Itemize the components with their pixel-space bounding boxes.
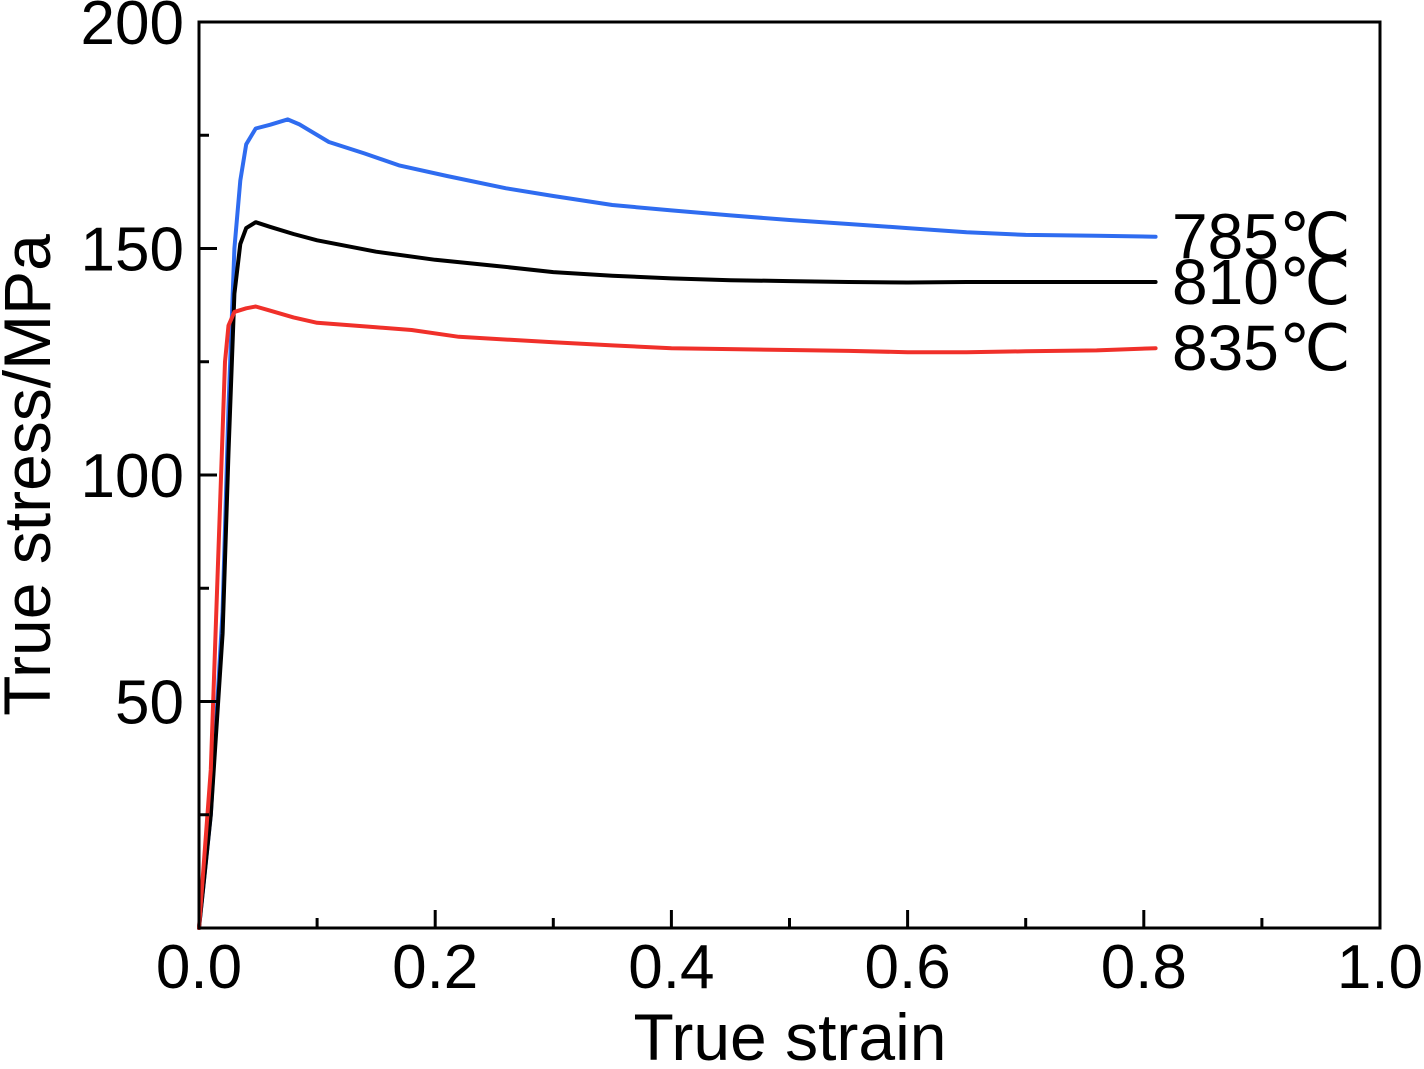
- x-tick-label: 0.0: [156, 933, 242, 1002]
- labels-layer: 0.0 0.2 0.4 0.6 0.8 1.0 50 100 150 200 785℃810℃835…: [81, 0, 1424, 1002]
- series-line: [197, 117, 1158, 930]
- x-tick-label: 0.6: [864, 933, 950, 1002]
- y-tick-label: 100: [81, 442, 184, 511]
- x-tick-label: 1.0: [1337, 933, 1423, 1002]
- x-tick-label: 0.2: [392, 933, 478, 1002]
- y-tick-label: 200: [81, 0, 184, 58]
- x-tick-label: 0.4: [628, 933, 714, 1002]
- x-axis-title: True strain: [634, 1000, 947, 1064]
- plot-frame: [197, 20, 1382, 930]
- y-tick-label: 150: [81, 216, 184, 285]
- series-line: [197, 220, 1158, 930]
- x-tick-label: 0.8: [1101, 933, 1187, 1002]
- series-label: 785℃: [1172, 201, 1351, 273]
- y-tick-label: 50: [115, 669, 184, 738]
- y-axis-title: True stress/MPa: [0, 234, 64, 716]
- marks-layer: [197, 117, 1158, 930]
- series-label: 810℃: [1172, 246, 1351, 318]
- series-line: [197, 304, 1158, 930]
- series-label: 835℃: [1172, 312, 1351, 384]
